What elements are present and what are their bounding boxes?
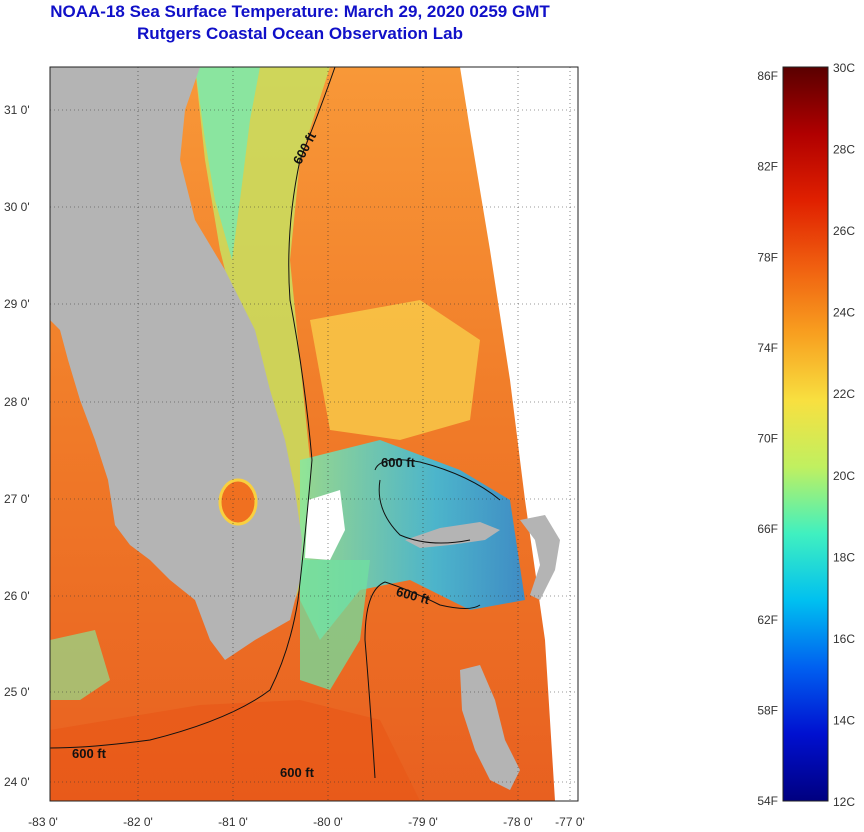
longitude-axis: -83 0' -82 0' -81 0' -80 0' -79 0' -78 0' -77 … <box>28 815 585 829</box>
fahrenheit-tick-label: 54F <box>757 794 778 808</box>
lake-okeechobee <box>218 478 258 526</box>
celsius-tick-label: 22C <box>833 387 855 401</box>
map-title: NOAA-18 Sea Surface Temperature: March 2… <box>50 2 550 21</box>
abaco-land <box>520 515 560 600</box>
celsius-tick-label: 28C <box>833 143 855 157</box>
latitude-tick-label: 29 0' <box>4 297 30 311</box>
plot-frame <box>49 66 579 802</box>
green-water-region <box>300 560 370 690</box>
celsius-tick-label: 24C <box>833 306 855 320</box>
longitude-tick-label: -77 0' <box>555 815 585 829</box>
latitude-tick-label: 31 0' <box>4 103 30 117</box>
fahrenheit-tick-label: 58F <box>757 703 778 717</box>
celsius-tick-label: 20C <box>833 469 855 483</box>
gulf-green-patch <box>50 630 110 700</box>
latitude-tick-label: 26 0' <box>4 589 30 603</box>
fahrenheit-tick-label: 82F <box>757 160 778 174</box>
latitude-tick-label: 25 0' <box>4 685 30 699</box>
fahrenheit-tick-label: 70F <box>757 432 778 446</box>
isobath-600ft-bahamas <box>374 459 501 544</box>
celsius-labels: 30C 28C 26C 24C 22C 20C 18C 16C 14C 12C <box>833 61 855 809</box>
fahrenheit-tick-label: 86F <box>757 69 778 83</box>
latitude-tick-label: 28 0' <box>4 395 30 409</box>
isobath-600ft-south <box>364 581 481 779</box>
graticule <box>50 67 578 801</box>
celsius-tick-label: 30C <box>833 61 855 75</box>
green-coastal-band <box>195 67 260 260</box>
cloud-gap <box>305 490 345 560</box>
longitude-tick-label: -79 0' <box>408 815 438 829</box>
yellow-patch <box>310 300 480 440</box>
fahrenheit-tick-label: 74F <box>757 341 778 355</box>
fahrenheit-tick-label: 62F <box>757 613 778 627</box>
fahrenheit-labels: 86F 82F 78F 74F 70F 66F 62F 58F 54F <box>757 69 778 808</box>
longitude-tick-label: -83 0' <box>28 815 58 829</box>
contour-label: 600 ft <box>72 746 107 761</box>
longitude-tick-label: -78 0' <box>503 815 533 829</box>
map-subtitle: Rutgers Coastal Ocean Observation Lab <box>137 24 463 43</box>
contour-label: 600 ft <box>280 765 315 780</box>
latitude-tick-label: 24 0' <box>4 775 30 789</box>
isobath-600ft-east <box>49 66 336 749</box>
colorbar-scale <box>782 66 829 802</box>
celsius-tick-label: 26C <box>833 224 855 238</box>
andros-land <box>460 665 520 790</box>
celsius-tick-label: 16C <box>833 632 855 646</box>
warm-gulf-band <box>50 700 420 801</box>
fahrenheit-tick-label: 78F <box>757 250 778 264</box>
grand-bahama-land <box>405 522 500 548</box>
longitude-tick-label: -81 0' <box>218 815 248 829</box>
latitude-tick-label: 27 0' <box>4 492 30 506</box>
celsius-tick-label: 18C <box>833 550 855 564</box>
latitude-axis: 31 0' 30 0' 29 0' 28 0' 27 0' 26 0' 25 0' 24 0' <box>4 103 30 789</box>
longitude-tick-label: -82 0' <box>123 815 153 829</box>
celsius-tick-label: 14C <box>833 713 855 727</box>
longitude-tick-label: -80 0' <box>313 815 343 829</box>
celsius-tick-label: 12C <box>833 795 855 809</box>
latitude-tick-label: 30 0' <box>4 200 30 214</box>
fahrenheit-tick-label: 66F <box>757 522 778 536</box>
contour-label: 600 ft <box>381 455 416 470</box>
